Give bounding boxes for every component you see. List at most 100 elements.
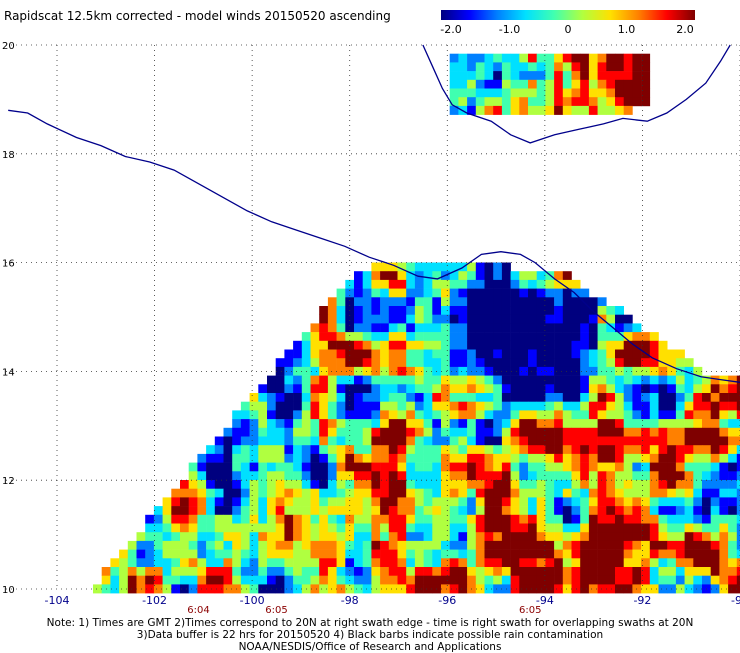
swath-cell bbox=[719, 445, 729, 455]
swath-cell bbox=[180, 540, 189, 550]
swath-cell bbox=[571, 62, 581, 72]
swath-cell bbox=[136, 549, 146, 559]
swath-cell bbox=[284, 558, 294, 568]
swath-cell bbox=[206, 506, 216, 516]
swath-cell bbox=[675, 401, 685, 411]
swath-cell bbox=[641, 366, 651, 376]
swath-cell bbox=[380, 488, 390, 498]
swath-cell bbox=[414, 271, 424, 281]
swath-cell bbox=[641, 567, 651, 576]
swath-cell bbox=[380, 584, 390, 594]
swath-cell bbox=[467, 427, 477, 437]
swath-cell bbox=[406, 567, 416, 576]
swath-cell bbox=[528, 79, 537, 89]
swath-cell bbox=[562, 53, 572, 63]
swath-cell bbox=[214, 506, 224, 516]
swath-cell bbox=[458, 532, 468, 542]
swath-cell bbox=[675, 366, 685, 376]
swath-cell bbox=[597, 323, 607, 333]
swath-cell bbox=[275, 532, 285, 542]
swath-cell bbox=[580, 427, 590, 437]
swath-cell bbox=[641, 497, 651, 507]
swath-cell bbox=[327, 480, 337, 489]
swath-cell bbox=[536, 105, 546, 115]
swath-cell bbox=[702, 384, 711, 394]
swath-cell bbox=[449, 480, 459, 489]
swath-cell bbox=[310, 366, 320, 376]
swath-cell bbox=[501, 375, 511, 385]
swath-cell bbox=[484, 419, 494, 429]
swath-cell bbox=[580, 540, 590, 550]
swath-cell bbox=[615, 523, 624, 533]
swath-cell bbox=[397, 558, 407, 568]
swath-cell bbox=[301, 340, 311, 350]
swath-cell bbox=[623, 436, 633, 446]
swath-cell bbox=[649, 480, 659, 489]
swath-cell bbox=[432, 393, 442, 402]
swath-cell bbox=[354, 401, 363, 411]
swath-cell bbox=[606, 105, 616, 115]
swath-cell bbox=[728, 506, 738, 516]
swath-cell bbox=[493, 462, 503, 472]
swath-cell bbox=[301, 471, 311, 481]
swath-cell bbox=[380, 462, 390, 472]
swath-cell bbox=[206, 471, 216, 481]
swath-cell bbox=[406, 488, 416, 498]
swath-cell bbox=[249, 488, 259, 498]
swath-cell bbox=[293, 366, 303, 376]
swath-cell bbox=[388, 419, 398, 429]
swath-cell bbox=[223, 427, 233, 437]
swath-cell bbox=[510, 567, 520, 576]
swath-cell bbox=[649, 514, 659, 524]
swath-cell bbox=[484, 506, 494, 516]
swath-cell bbox=[649, 445, 659, 455]
swath-cell bbox=[528, 488, 537, 498]
swath-cell bbox=[571, 340, 581, 350]
swath-cell bbox=[267, 497, 276, 507]
swath-cell bbox=[110, 567, 120, 576]
swath-cell bbox=[501, 549, 511, 559]
swath-cell bbox=[580, 97, 590, 107]
swath-cell bbox=[284, 488, 294, 498]
swath-cell bbox=[632, 419, 642, 429]
swath-cell bbox=[223, 506, 233, 516]
swath-cell bbox=[414, 471, 424, 481]
swath-cell bbox=[736, 410, 740, 420]
swath-cell bbox=[362, 462, 372, 472]
swath-cell bbox=[580, 358, 590, 368]
swath-cell bbox=[258, 584, 268, 594]
swath-cell bbox=[606, 97, 616, 107]
swath-cell bbox=[493, 88, 503, 98]
swath-cell bbox=[545, 340, 555, 350]
swath-cell bbox=[580, 497, 590, 507]
swath-cell bbox=[606, 567, 616, 576]
swath-cell bbox=[406, 584, 416, 594]
swath-cell bbox=[562, 314, 572, 324]
swath-cell bbox=[441, 453, 450, 463]
swath-cell bbox=[293, 567, 303, 576]
swath-cell bbox=[240, 558, 250, 568]
swath-cell bbox=[545, 105, 555, 115]
swath-cell bbox=[362, 358, 372, 368]
swath-cell bbox=[493, 375, 503, 385]
swath-cell bbox=[345, 558, 355, 568]
swath-cell bbox=[397, 279, 407, 289]
swath-cell bbox=[414, 453, 424, 463]
swath-cell bbox=[467, 393, 477, 402]
swath-cell bbox=[214, 471, 224, 481]
swath-cell bbox=[354, 384, 363, 394]
swath-cell bbox=[632, 384, 642, 394]
swath-cell bbox=[467, 323, 477, 333]
swath-cell bbox=[362, 419, 372, 429]
swath-cell bbox=[501, 262, 511, 272]
swath-cell bbox=[493, 79, 503, 89]
swath-cell bbox=[345, 584, 355, 594]
swath-cell bbox=[484, 105, 494, 115]
swath-cell bbox=[388, 384, 398, 394]
swath-cell bbox=[493, 567, 503, 576]
coastline bbox=[8, 44, 740, 383]
swath-cell bbox=[362, 314, 372, 324]
swath-cell bbox=[710, 567, 720, 576]
swath-cell bbox=[554, 410, 564, 420]
swath-cell bbox=[380, 549, 390, 559]
